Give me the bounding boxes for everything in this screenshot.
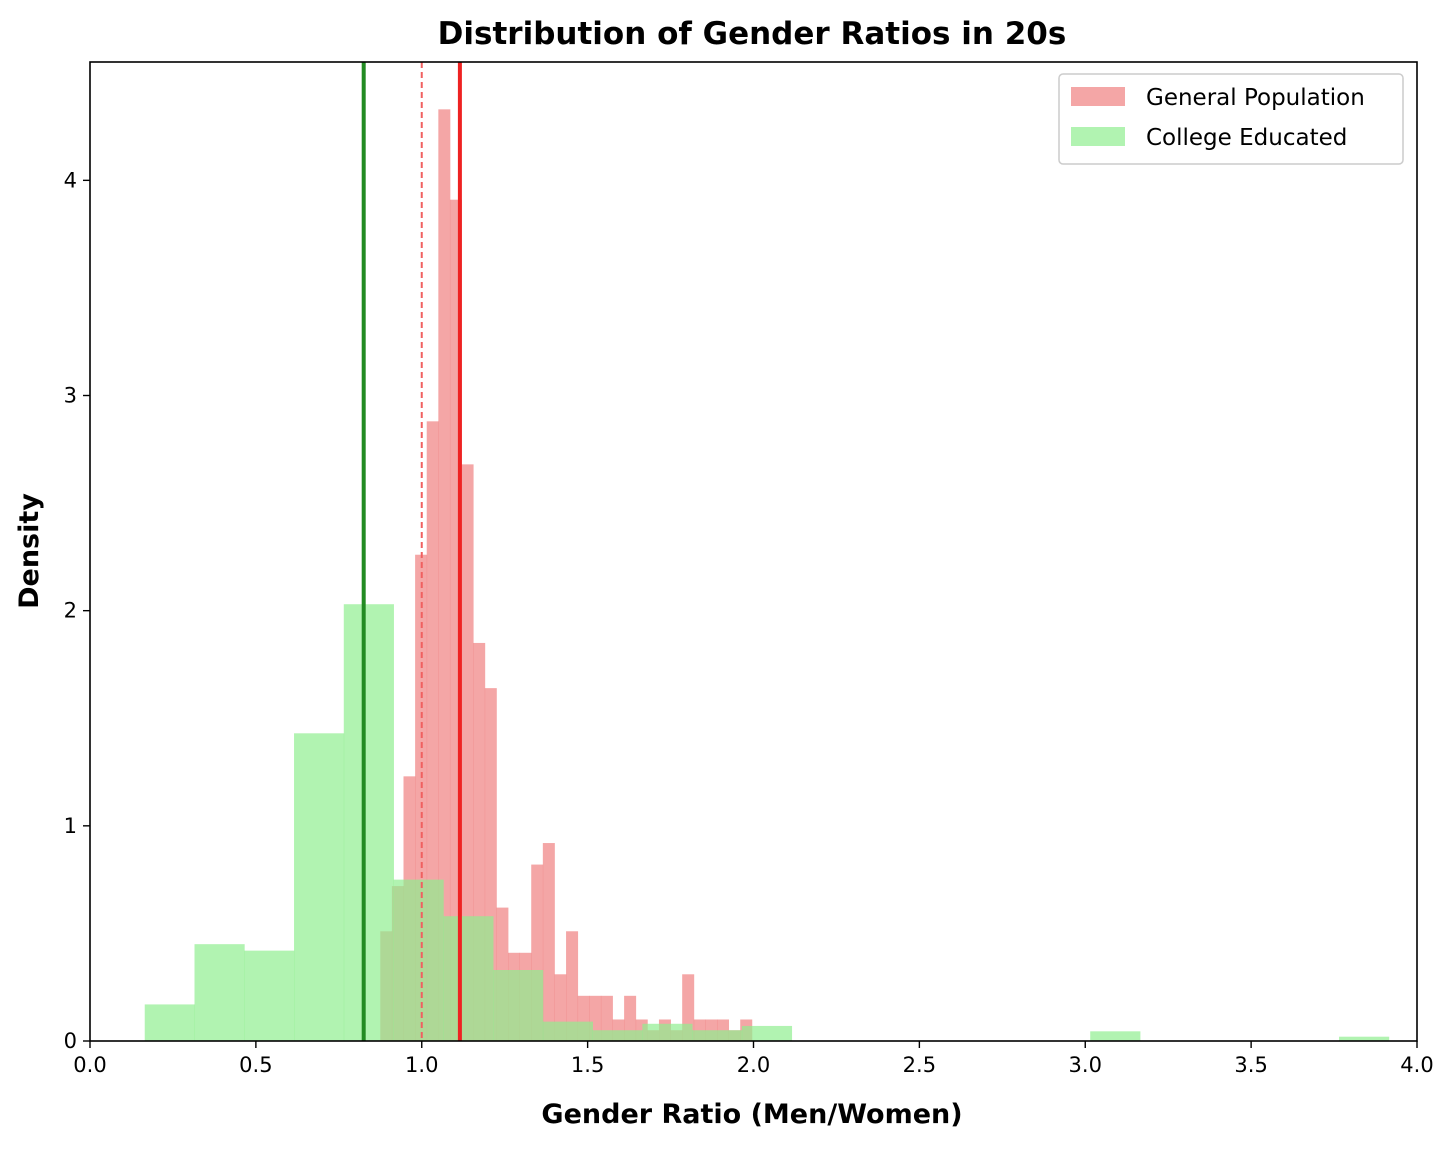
x-tick-label: 0.5	[239, 1053, 272, 1077]
bar-general-population-19	[600, 995, 613, 1041]
x-tick-label: 0.0	[73, 1053, 106, 1077]
y-tick-label: 4	[64, 168, 77, 192]
y-tick-label: 3	[64, 384, 77, 408]
bar-general-population-16	[566, 931, 579, 1041]
x-axis-label: Gender Ratio (Men/Women)	[541, 1099, 962, 1130]
bar-college-educated-9	[592, 1030, 643, 1041]
plot-area: 0.0 0.5 1.0 1.5 2.0 2.5 3.0 3.5 4.0 0 1 2 3 4	[64, 61, 1434, 1077]
bar-college-educated-4	[343, 604, 394, 1041]
bar-college-educated-8	[542, 1021, 594, 1041]
bar-college-educated-1	[194, 944, 245, 1041]
legend-box	[1058, 73, 1404, 165]
bar-college-educated-11	[692, 1030, 743, 1041]
bar-college-educated-3	[294, 733, 345, 1041]
x-tick-label: 3.0	[1069, 1053, 1102, 1077]
legend-swatch-college-educated	[1071, 127, 1125, 146]
bar-general-population-21	[624, 995, 637, 1041]
x-tick-label: 2.0	[737, 1053, 770, 1077]
x-tick-label: 4.0	[1400, 1053, 1433, 1077]
y-tick-label: 1	[64, 814, 77, 838]
bar-general-population-7	[461, 464, 474, 1041]
bar-college-educated-24	[1339, 1036, 1390, 1041]
x-tick-label: 2.5	[903, 1053, 936, 1077]
y-axis-label: Density	[14, 493, 45, 609]
bar-college-educated-2	[244, 950, 295, 1041]
bar-college-educated-6	[443, 916, 494, 1041]
y-tick-label: 0	[64, 1029, 77, 1053]
bar-general-population-5	[438, 109, 451, 1042]
legend: General Population College Educated	[1058, 73, 1404, 165]
legend-label-college-educated: College Educated	[1146, 125, 1347, 151]
x-tick-label: 3.5	[1234, 1053, 1267, 1077]
bar-college-educated-5	[393, 879, 444, 1041]
axes-frame	[89, 61, 1418, 1042]
x-tick-label: 1.0	[405, 1053, 438, 1077]
bar-college-educated-19	[1090, 1031, 1141, 1041]
bar-general-population-14	[542, 843, 555, 1041]
x-tick-label: 1.5	[571, 1053, 604, 1077]
bar-college-educated-0	[144, 1004, 195, 1041]
bar-college-educated-10	[642, 1023, 693, 1041]
legend-swatch-general-population	[1071, 87, 1125, 106]
series-college-educated	[144, 604, 1390, 1041]
legend-label-general-population: General Population	[1146, 85, 1365, 111]
bar-college-educated-7	[493, 969, 544, 1041]
bar-college-educated-12	[741, 1025, 793, 1041]
chart-title: Distribution of Gender Ratios in 20s	[438, 16, 1067, 52]
y-tick-label: 2	[64, 599, 77, 623]
